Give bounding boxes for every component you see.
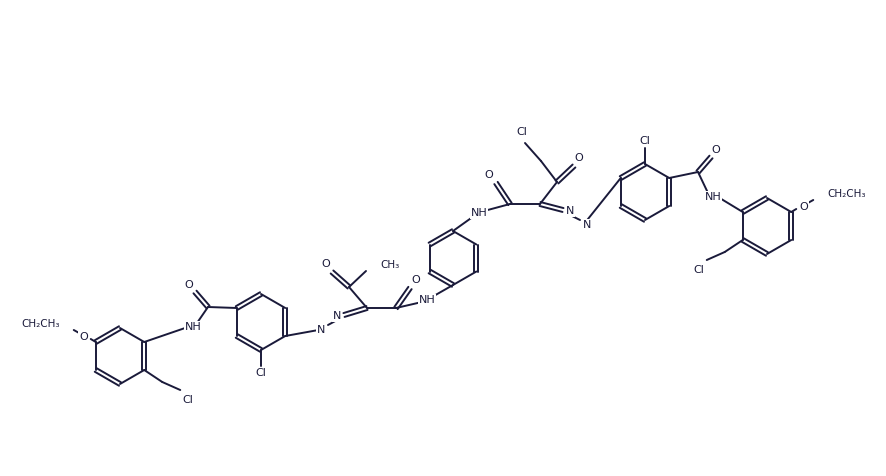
Text: NH: NH [470,208,486,218]
Text: CH₂CH₃: CH₂CH₃ [827,189,865,199]
Text: O: O [79,332,88,342]
Text: NH: NH [418,295,435,305]
Text: N: N [316,325,324,335]
Text: Cl: Cl [639,136,649,146]
Text: O: O [184,280,193,290]
Text: CH₃: CH₃ [379,260,399,270]
Text: Cl: Cl [183,395,193,405]
Text: Cl: Cl [693,265,703,275]
Text: O: O [484,170,493,180]
Text: NH: NH [703,192,720,202]
Text: CH₂CH₃: CH₂CH₃ [21,319,59,329]
Text: NH: NH [184,322,201,332]
Text: N: N [332,311,340,321]
Text: Cl: Cl [516,127,527,137]
Text: O: O [574,153,583,163]
Text: N: N [565,206,574,216]
Text: O: O [711,145,719,155]
Text: N: N [582,220,591,230]
Text: Cl: Cl [255,368,266,378]
Text: O: O [322,259,330,269]
Text: O: O [411,275,420,285]
Text: O: O [798,202,807,212]
